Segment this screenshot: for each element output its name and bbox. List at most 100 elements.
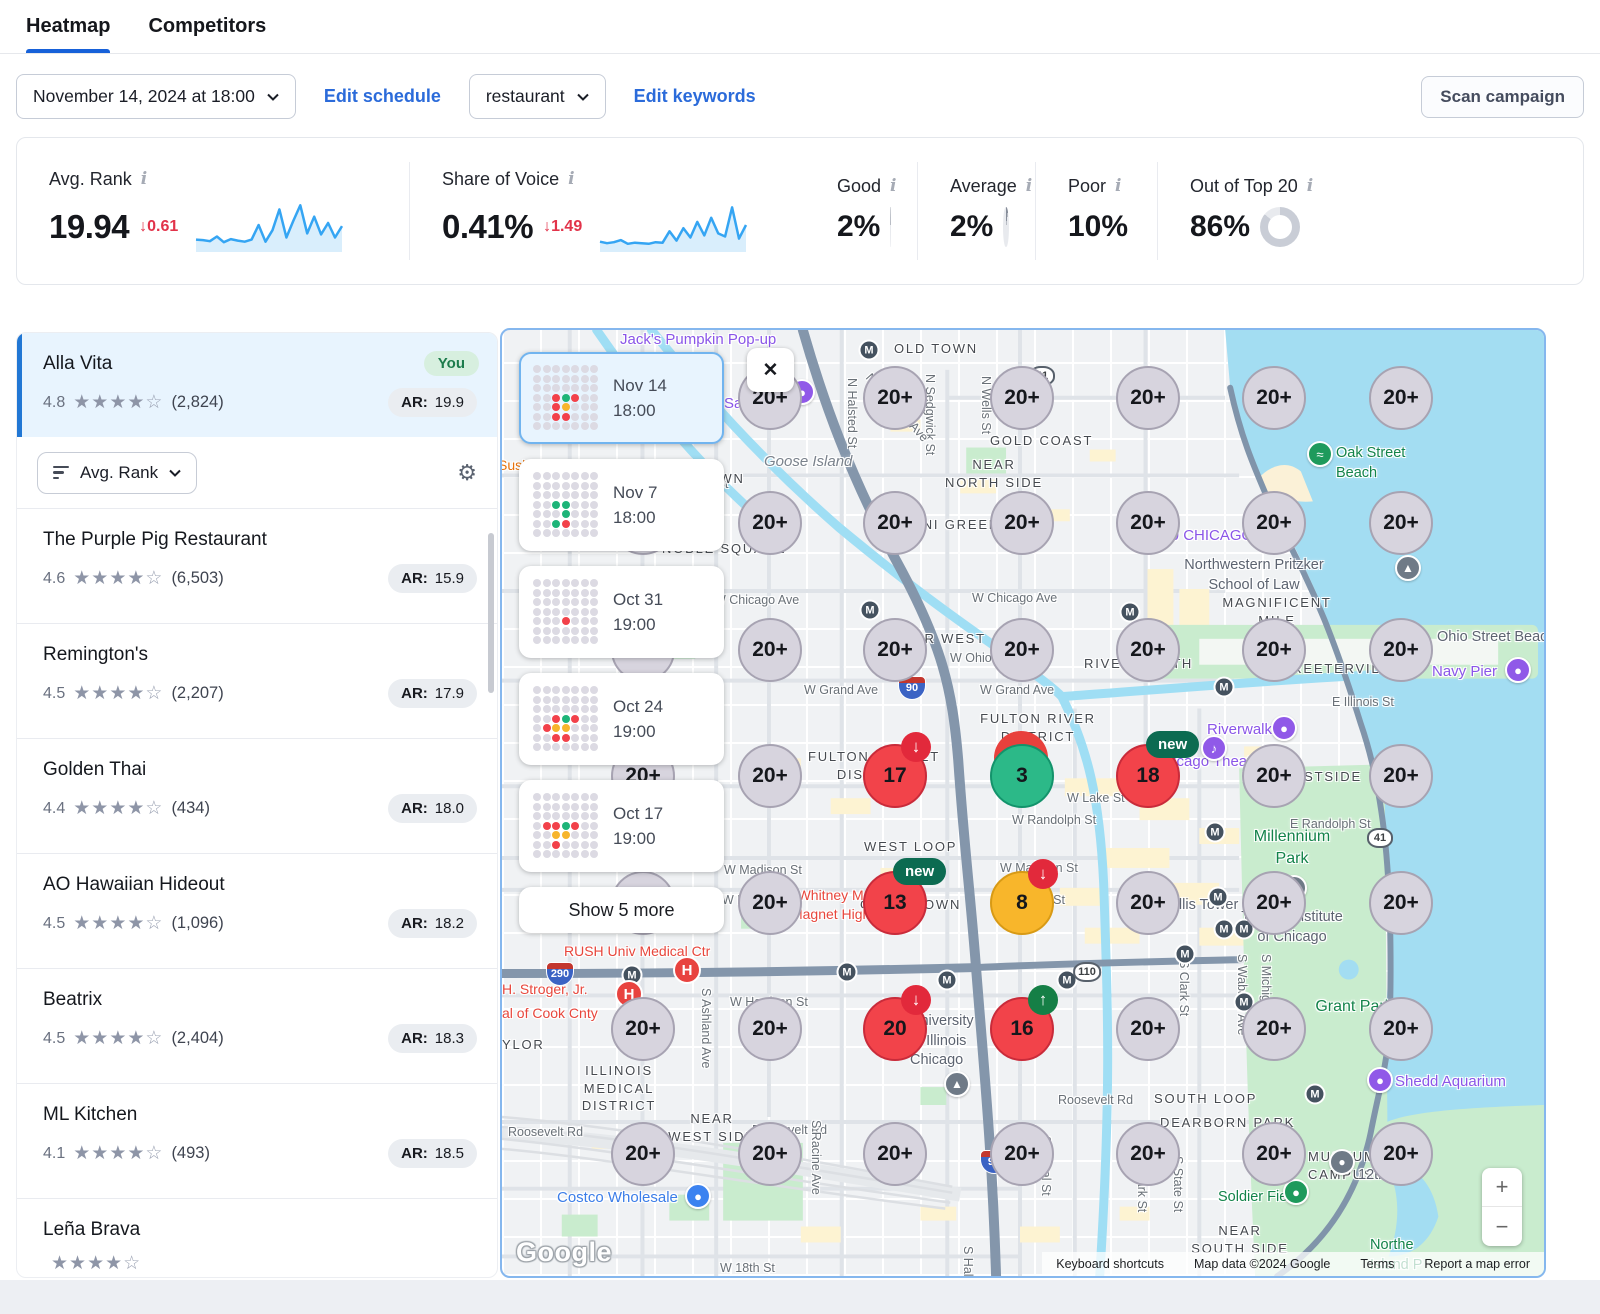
map-pin[interactable]: 20+ <box>738 491 802 555</box>
scan-campaign-button[interactable]: Scan campaign <box>1421 76 1584 118</box>
report-error-link[interactable]: Report a map error <box>1424 1257 1530 1271</box>
tab-heatmap[interactable]: Heatmap <box>26 0 110 53</box>
map-pin[interactable]: 20+ <box>863 366 927 430</box>
star-rating-icons: ★★★★☆ <box>73 914 163 933</box>
map-pin[interactable]: 3 <box>990 744 1054 808</box>
snapshot-card[interactable]: Oct 1719:00 <box>519 780 724 872</box>
list-item[interactable]: Leña Brava★★★★☆ <box>17 1199 497 1278</box>
new-badge: new <box>1146 731 1199 758</box>
map-pin[interactable]: 17↓ <box>863 744 927 808</box>
sort-dropdown[interactable]: Avg. Rank <box>37 452 197 494</box>
map-pin-circle: 20+ <box>1369 618 1433 682</box>
info-icon[interactable]: i <box>568 169 574 189</box>
show-more-button[interactable]: Show 5 more <box>519 887 724 933</box>
snapshot-card[interactable]: Nov 1418:00 <box>519 352 724 444</box>
zoom-in-button[interactable]: + <box>1482 1168 1522 1207</box>
list-item[interactable]: Remington's4.5★★★★☆(2,207)AR:17.9 <box>17 624 497 739</box>
snapshot-date: Oct 3119:00 <box>613 587 663 638</box>
map-pin[interactable]: 20+ <box>863 491 927 555</box>
list-item[interactable]: The Purple Pig Restaurant4.6★★★★☆(6,503)… <box>17 509 497 624</box>
map-pin[interactable]: 18new <box>1116 744 1180 808</box>
map-pin[interactable]: 20+ <box>1116 491 1180 555</box>
map-pin-circle: 20+ <box>1242 997 1306 1061</box>
map-pin[interactable]: 20+ <box>1116 871 1180 935</box>
map-pin[interactable]: 20+ <box>1116 1122 1180 1186</box>
tab-heatmap-label: Heatmap <box>26 15 110 38</box>
map-pin-circle: 20+ <box>990 1122 1054 1186</box>
map-pin-circle: 20+ <box>1369 366 1433 430</box>
list-item[interactable]: Golden Thai4.4★★★★☆(434)AR:18.0 <box>17 739 497 854</box>
map-pin[interactable]: 20+ <box>611 1122 675 1186</box>
list-item[interactable]: ML Kitchen4.1★★★★☆(493)AR:18.5 <box>17 1084 497 1199</box>
map-pin[interactable]: 20+ <box>1369 491 1433 555</box>
info-icon[interactable]: i <box>141 169 147 189</box>
map-pin[interactable]: 20+ <box>1242 618 1306 682</box>
your-business-card[interactable]: Alla Vita4.8★★★★☆(2,824)AR:19.9You <box>17 333 497 437</box>
map-pin-circle: 3 <box>990 744 1054 808</box>
map-pin[interactable]: 20+ <box>1116 366 1180 430</box>
sov-sparkline <box>598 200 748 254</box>
sidebar-scrollbar[interactable] <box>488 533 494 693</box>
map-pin[interactable]: 20+ <box>1242 366 1306 430</box>
list-item[interactable]: AO Hawaiian Hideout4.5★★★★☆(1,096)AR:18.… <box>17 854 497 969</box>
map-pin[interactable]: 20+ <box>1242 744 1306 808</box>
snapshot-card[interactable]: Nov 718:00 <box>519 459 724 551</box>
map-pin[interactable]: 20+ <box>990 366 1054 430</box>
map-pin[interactable]: 13new <box>863 871 927 935</box>
edit-keywords-link[interactable]: Edit keywords <box>634 86 756 107</box>
map-pin[interactable]: 20+ <box>863 618 927 682</box>
keyboard-shortcuts-link[interactable]: Keyboard shortcuts <box>1056 1257 1164 1271</box>
donut-value: 2% <box>950 210 993 244</box>
gear-icon[interactable]: ⚙ <box>457 460 477 486</box>
down-arrow-icon: ↓ <box>543 218 551 236</box>
info-icon[interactable]: i <box>1026 176 1032 196</box>
map-pin[interactable]: 20+ <box>1369 618 1433 682</box>
stat-donut-out-of-top-20: Out of Top 20i86% <box>1157 162 1583 260</box>
snapshot-card[interactable]: Oct 3119:00 <box>519 566 724 658</box>
map-pin[interactable]: 20+ <box>1242 1122 1306 1186</box>
page-bottom-strip <box>0 1280 1600 1314</box>
map-pin[interactable]: 20+ <box>1116 618 1180 682</box>
map-pin[interactable]: 20+ <box>1369 366 1433 430</box>
map-pin[interactable]: 20+ <box>1116 997 1180 1061</box>
info-icon[interactable]: i <box>1115 176 1121 196</box>
info-icon[interactable]: i <box>1307 176 1313 196</box>
info-icon[interactable]: i <box>890 176 896 196</box>
map-pin[interactable]: 20+ <box>611 997 675 1061</box>
map-pin[interactable]: 20+ <box>1242 871 1306 935</box>
zoom-out-button[interactable]: − <box>1482 1207 1522 1246</box>
rating-value: 4.1 <box>43 1145 65 1163</box>
avg-rank-pill: AR:17.9 <box>388 679 477 708</box>
map-pin-circle: 20+ <box>990 491 1054 555</box>
map-pin[interactable]: 20+ <box>1369 1122 1433 1186</box>
map-pin[interactable]: 20+ <box>990 1122 1054 1186</box>
map-pin[interactable]: 20↓ <box>863 997 927 1061</box>
map-pin[interactable]: 20+ <box>738 871 802 935</box>
tab-competitors[interactable]: Competitors <box>148 0 266 53</box>
list-item[interactable]: Beatrix4.5★★★★☆(2,404)AR:18.3 <box>17 969 497 1084</box>
map-pin[interactable]: 20+ <box>738 1122 802 1186</box>
map-pin[interactable]: 20+ <box>863 1122 927 1186</box>
map-pin[interactable]: 20+ <box>1369 997 1433 1061</box>
map-pin[interactable]: 20+ <box>1369 871 1433 935</box>
stat-share-of-voice: Share of Voicei 0.41% ↓1.49 <box>409 162 805 260</box>
map-pin[interactable]: 20+ <box>1242 997 1306 1061</box>
map-pin[interactable]: 20+ <box>990 618 1054 682</box>
keyword-dropdown[interactable]: restaurant <box>469 74 606 119</box>
map-pin[interactable]: 20+ <box>738 618 802 682</box>
date-dropdown[interactable]: November 14, 2024 at 18:00 <box>16 74 296 119</box>
stat-sov-delta: 1.49 <box>551 218 582 236</box>
map-pin[interactable]: 20+ <box>738 744 802 808</box>
map-pin[interactable]: 20+ <box>1369 744 1433 808</box>
map-pin[interactable]: 20+ <box>738 997 802 1061</box>
edit-schedule-link[interactable]: Edit schedule <box>324 86 441 107</box>
map-pin[interactable]: 16↑ <box>990 997 1054 1061</box>
close-icon[interactable]: ✕ <box>747 348 794 392</box>
terms-link[interactable]: Terms <box>1360 1257 1394 1271</box>
donut-chart <box>1003 207 1009 247</box>
snapshot-card[interactable]: Oct 2419:00 <box>519 673 724 765</box>
map-pin[interactable]: 8↓ <box>990 871 1054 935</box>
snapshot-minigrid <box>533 472 599 538</box>
map-pin[interactable]: 20+ <box>1242 491 1306 555</box>
map-pin[interactable]: 20+ <box>990 491 1054 555</box>
